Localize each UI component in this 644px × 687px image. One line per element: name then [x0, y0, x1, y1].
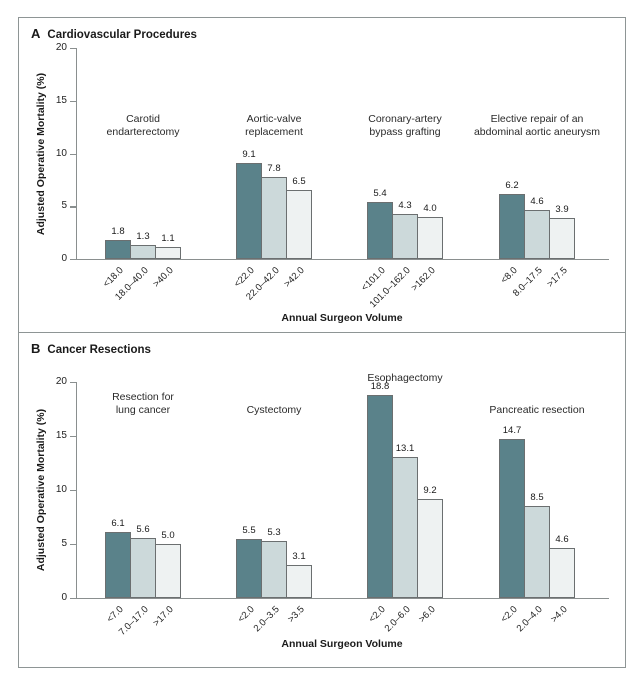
bar [417, 498, 443, 598]
bar [130, 245, 156, 259]
panel-letter-b: B [31, 341, 41, 356]
y-tick-mark [70, 382, 76, 384]
x-axis-label-b: Annual Surgeon Volume [281, 638, 403, 650]
bar [499, 193, 525, 259]
bar [130, 537, 156, 598]
bar [236, 162, 262, 259]
group-label: abdominal aortic aneurysm [473, 126, 601, 138]
group-label: lung cancer [115, 404, 171, 416]
bar [286, 564, 312, 598]
panel-cardiovascular-procedures: A Cardiovascular Procedures Adjusted Oper… [19, 18, 625, 333]
bar [367, 202, 393, 259]
bar [155, 544, 181, 598]
y-tick-label: 20 [55, 42, 67, 53]
group-label: Aortic-valve [246, 113, 302, 125]
y-axis-line [76, 382, 78, 598]
x-axis-line [76, 598, 609, 600]
panel-title-b: B Cancer Resections [31, 340, 151, 358]
bar [236, 538, 262, 598]
bar-value-label: 1.3 [136, 231, 150, 243]
bar [524, 210, 550, 259]
bar [524, 506, 550, 598]
bar-value-label: 5.6 [136, 523, 150, 535]
bar-value-label: 5.4 [373, 188, 387, 200]
bar-value-label: 6.5 [292, 176, 306, 188]
bar [367, 394, 393, 598]
bar [549, 548, 575, 598]
bar-value-label: 13.1 [395, 442, 415, 454]
bar-value-label: 4.0 [423, 202, 437, 214]
bar-value-label: 1.1 [161, 233, 175, 245]
y-tick-label: 15 [55, 430, 67, 441]
y-tick-mark [70, 48, 76, 50]
x-axis-line [76, 259, 609, 261]
y-tick-mark [70, 206, 76, 208]
bar [286, 190, 312, 259]
bar-value-label: 6.2 [505, 179, 519, 191]
bar-value-label: 6.1 [111, 518, 125, 530]
group-label: replacement [245, 126, 303, 138]
y-tick-mark [70, 436, 76, 438]
bar [392, 213, 418, 259]
bar-value-label: 18.8 [370, 380, 390, 392]
group-label: Resection for [112, 391, 174, 403]
panel-heading-b: Cancer Resections [47, 344, 151, 356]
bar [105, 532, 131, 598]
y-tick-mark [70, 544, 76, 546]
y-tick-mark [70, 598, 76, 600]
x-axis-label-a: Annual Surgeon Volume [281, 312, 403, 324]
group-label: Pancreatic resection [489, 404, 585, 416]
bar [549, 217, 575, 259]
bar-value-label: 7.8 [267, 162, 281, 174]
y-tick-mark [70, 100, 76, 103]
y-tick-label: 5 [61, 538, 67, 549]
y-tick-label: 15 [55, 94, 67, 106]
bar [155, 247, 181, 259]
group-label: endarterectomy [106, 126, 180, 138]
bar [499, 439, 525, 598]
group-label: Carotid [126, 113, 160, 125]
y-tick-mark [70, 259, 76, 261]
panel-cancer-resections: B Cancer Resections Adjusted Operative Mo… [19, 333, 625, 666]
bar-value-label: 8.5 [530, 492, 544, 504]
y-tick-label: 20 [55, 376, 67, 387]
y-tick-mark [70, 153, 76, 155]
bar [261, 176, 287, 259]
bar [417, 216, 443, 259]
bar-value-label: 3.9 [555, 203, 569, 215]
bar-value-label: 9.2 [423, 484, 437, 496]
bar-value-label: 5.5 [242, 524, 256, 536]
panel-title-a: A Cardiovascular Procedures [31, 25, 197, 43]
group-label: bypass grafting [369, 126, 441, 138]
bar-value-label: 4.6 [555, 534, 569, 546]
group-label: Cystectomy [246, 404, 302, 416]
panel-letter-a: A [31, 26, 41, 41]
bar-value-label: 4.6 [530, 196, 544, 208]
bar [105, 240, 131, 259]
panel-heading-a: Cardiovascular Procedures [47, 29, 197, 41]
bar-value-label: 3.1 [292, 550, 306, 562]
y-tick-label: 10 [55, 147, 67, 159]
y-tick-label: 5 [61, 200, 67, 212]
bar-value-label: 1.8 [111, 226, 125, 237]
bar [261, 540, 287, 598]
bar-value-label: 4.3 [398, 199, 412, 211]
bar-value-label: 9.1 [242, 148, 256, 160]
group-label: Coronary-artery [368, 113, 442, 125]
group-label: Elective repair of an [490, 113, 584, 125]
chart-area-b: 0 5 10 15 20 Resection for lung cancer 6.1 <7.0 5… [19, 333, 625, 666]
bar [392, 456, 418, 598]
chart-area-a: 0 5 10 15 20 Carotid endarterectomy 1.8 <18.0 1.3… [19, 18, 625, 332]
y-tick-label: 0 [61, 592, 67, 603]
y-tick-label: 0 [61, 253, 67, 264]
y-axis-line [76, 48, 78, 259]
y-tick-label: 10 [55, 484, 67, 495]
y-tick-mark [70, 490, 76, 492]
figure-box: A Cardiovascular Procedures Adjusted Oper… [18, 17, 626, 668]
bar-value-label: 5.3 [267, 526, 281, 538]
group-label: Esophagectomy [367, 372, 443, 384]
bar-value-label: 14.7 [502, 425, 522, 437]
bar-value-label: 5.0 [161, 530, 175, 541]
